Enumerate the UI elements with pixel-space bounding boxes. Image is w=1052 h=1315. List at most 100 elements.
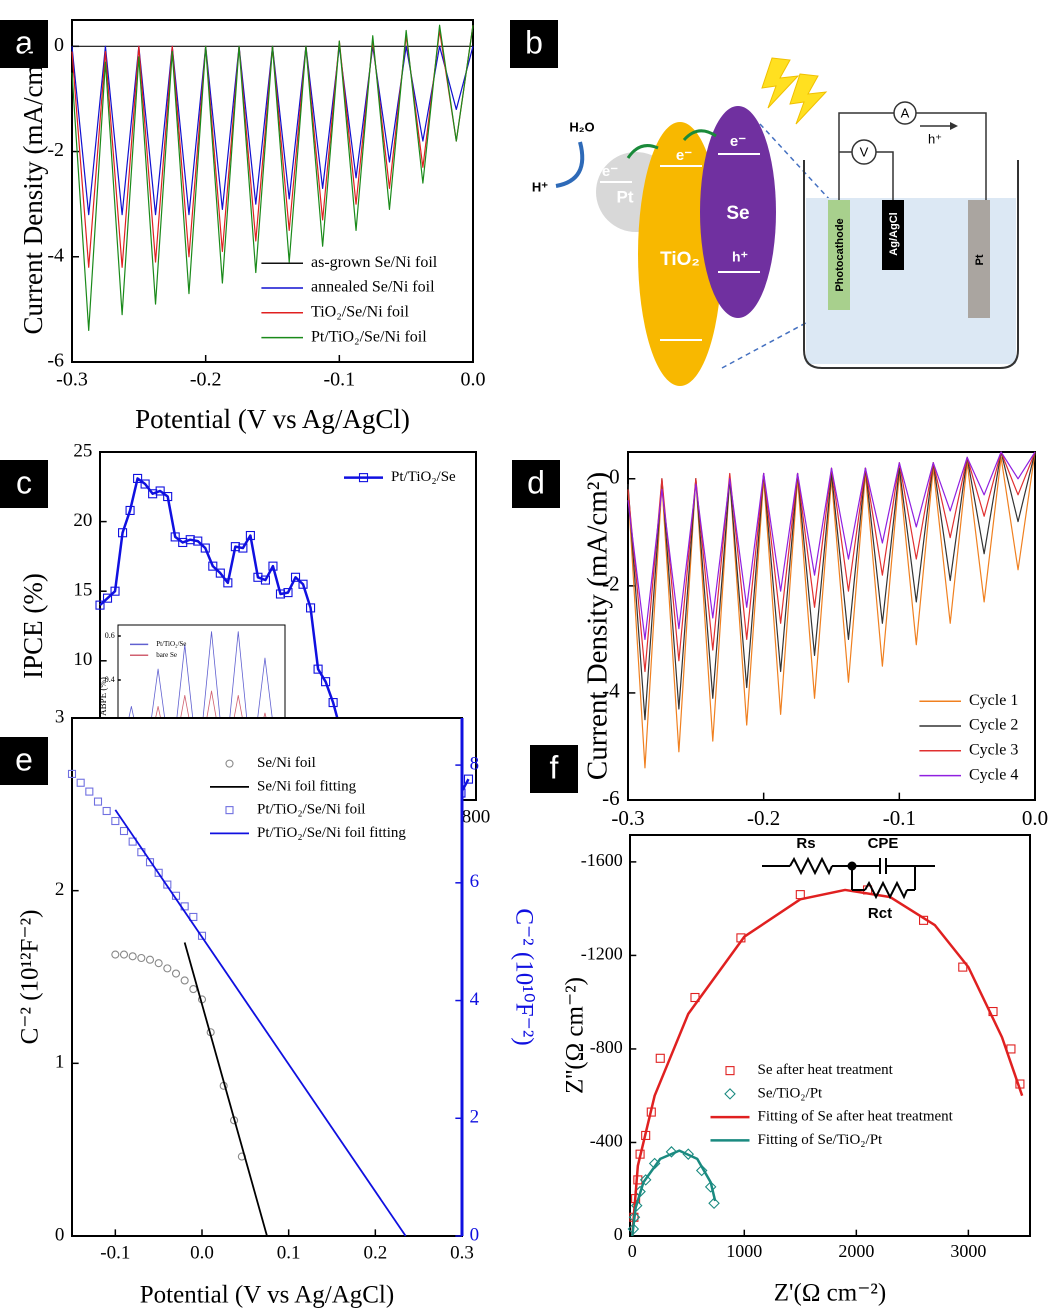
marker [230, 542, 240, 552]
y-tick-label: -800 [590, 1037, 623, 1057]
label: e⁻ [602, 163, 618, 180]
chart: 0 1000 2000 3000 0 -400 -800 -1200 -1600 Z'(Ω cm⁻… [562, 834, 1031, 1307]
x-tick-label: 800 [462, 806, 491, 827]
marker [283, 588, 293, 598]
circuit-label: CPE [868, 835, 899, 852]
x-axis-title: Potential (V vs Ag/AgCl) [135, 404, 410, 434]
label: e⁻ [676, 147, 692, 164]
x-tick-label: -0.3 [611, 806, 644, 830]
legend-label: annealed Se/Ni foil [311, 279, 435, 296]
water-arrow [555, 141, 585, 188]
x-tick-label: -0.1 [100, 1242, 130, 1263]
y-tick-label: 3 [55, 706, 65, 727]
marker [189, 912, 198, 922]
x-tick-label: 0.0 [461, 369, 486, 391]
legend-label: Pt/TiO₂/Se/Ni foil [311, 328, 427, 345]
marker [133, 473, 143, 483]
y-axis-title: Z''(Ω cm⁻²) [562, 977, 589, 1094]
marker [163, 964, 172, 973]
resistor [789, 856, 833, 876]
legend-marker [725, 1066, 735, 1076]
marker [193, 536, 203, 546]
marker [958, 962, 968, 972]
legend-label: Cycle 3 [969, 741, 1018, 758]
x-tick-label: -0.2 [747, 806, 780, 830]
legend-label: bare Se [156, 651, 177, 659]
marker [253, 572, 263, 582]
legend-label: Cycle 4 [969, 766, 1018, 783]
x-tick-label: 0.0 [1022, 806, 1048, 830]
marker [67, 769, 77, 778]
marker [245, 530, 255, 541]
y2-tick-label: 0 [470, 1224, 480, 1245]
plot-frame [627, 451, 1036, 801]
schematic: H₂O H⁺ e⁻ Pt e⁻ TiO₂ e⁻ Se h⁺ A h⁺ V Pho… [532, 57, 1019, 386]
resistor [864, 880, 908, 900]
counter-electrode [968, 200, 990, 318]
marker [163, 491, 173, 502]
panel-label: f [550, 749, 559, 785]
marker [154, 868, 163, 877]
current-arrow [950, 122, 958, 130]
legend-label: Se after heat treatment [758, 1062, 894, 1078]
y-tick-label: 0.6 [105, 631, 115, 640]
y-tick-label: -6 [47, 350, 64, 372]
y2-axis-title: C⁻² (10¹⁰F⁻²) [510, 908, 537, 1045]
light-bolt [761, 57, 800, 109]
panel-label: c [16, 464, 32, 500]
circuit-label: Rct [868, 905, 892, 922]
panel-label-box [512, 460, 560, 508]
marker [148, 489, 158, 499]
marker [95, 600, 105, 610]
legend-label: TiO₂/Se/Ni foil [311, 303, 409, 320]
label: Pt [617, 187, 634, 206]
x-tick-label: 1000 [726, 1241, 762, 1261]
series-line [71, 24, 474, 332]
y-tick-label: -4 [602, 679, 620, 703]
marker [119, 826, 129, 836]
legend-marker [358, 473, 369, 483]
x-tick-label: 0.3 [450, 1242, 474, 1263]
y-tick-label: 0 [55, 1224, 65, 1245]
y-tick-label: 2 [55, 879, 65, 900]
panel-label-box [0, 737, 48, 785]
ammeter [893, 101, 917, 125]
marker [155, 486, 165, 496]
label: Ag/AgCl [888, 212, 900, 255]
marker [93, 797, 103, 806]
marker [189, 985, 198, 994]
x-axis-title: Potential (V vs Ag/AgCl) [140, 1282, 394, 1309]
x-tick-label: -0.1 [883, 806, 916, 830]
transfer-arrow [682, 129, 717, 142]
marker [171, 969, 181, 978]
y-axis-title: IPCE (%) [18, 573, 48, 679]
y-tick-label: -1600 [581, 850, 623, 870]
marker [268, 561, 278, 571]
marker [704, 1181, 717, 1193]
marker [260, 575, 270, 585]
label: h⁺ [732, 249, 748, 265]
marker [110, 586, 120, 596]
label: H⁺ [532, 179, 548, 194]
legend-label: Cycle 2 [969, 717, 1018, 734]
marker [102, 593, 113, 603]
plot-frame [71, 19, 474, 363]
y-tick-label: 0 [54, 34, 64, 56]
x-tick-label: 3000 [950, 1241, 986, 1261]
marker [128, 952, 137, 961]
label: A [901, 105, 910, 120]
y-tick-label: 0 [614, 1224, 623, 1244]
legend-label: Pt/TiO₂/Se/Ni foil [257, 802, 365, 818]
y-tick-label: 25 [73, 440, 92, 461]
y-tick-label: -2 [602, 572, 620, 596]
x-axis-title: Z'(Ω cm⁻²) [774, 1280, 887, 1307]
marker [630, 1199, 643, 1212]
y-tick-label: -6 [602, 786, 620, 810]
marker [328, 698, 338, 708]
marker [145, 955, 155, 964]
y-tick-label: 15 [73, 580, 92, 601]
marker [170, 532, 180, 542]
